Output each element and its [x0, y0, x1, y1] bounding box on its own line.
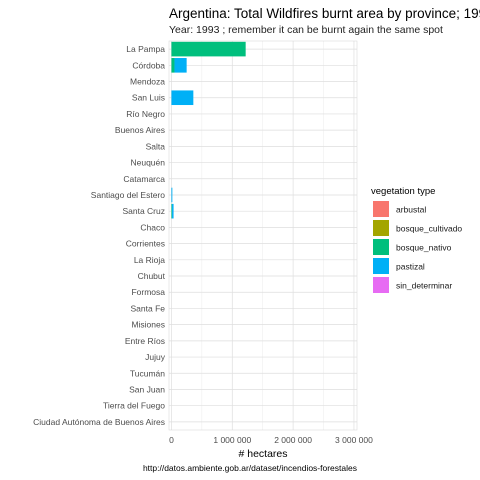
y-tick-label: Tierra del Fuego: [103, 401, 165, 411]
legend-swatch: [373, 258, 389, 274]
y-tick-label: Corrientes: [126, 239, 165, 249]
bar-segment: [171, 41, 246, 57]
bar-segment: [172, 203, 174, 219]
y-tick-label: La Pampa: [126, 44, 165, 54]
legend-swatch: [373, 277, 389, 293]
legend-title: vegetation type: [371, 186, 435, 197]
legend: vegetation type arbustal bosque_cultivado…: [371, 186, 462, 293]
plot-border: [168, 40, 358, 431]
legend-items: arbustal bosque_cultivado bosque_nativopas…: [373, 201, 462, 293]
x-axis-title: # hectares: [238, 448, 287, 460]
legend-label: bosque_cultivado: [396, 224, 462, 234]
y-tick-label: Tucumán: [130, 368, 165, 378]
chart-subtitle: Year: 1993 ; remember it can be burnt ag…: [169, 24, 443, 36]
y-tick-label: Salta: [146, 141, 166, 151]
y-tick-label: Chubut: [138, 271, 166, 281]
y-tick-label: Misiones: [131, 320, 165, 330]
y-tick-label: Catamarca: [123, 174, 165, 184]
y-tick-label: La Rioja: [134, 255, 165, 265]
bar-segment: [171, 90, 194, 106]
x-tick-label: 1 000 000: [213, 435, 251, 445]
y-tick-label: Ciudad Autónoma de Buenos Aires: [33, 417, 165, 427]
bar-segment: [171, 58, 175, 73]
bar-segment: [171, 187, 173, 203]
grid-lines: [169, 41, 357, 430]
y-tick-label: Chaco: [140, 222, 165, 232]
plot-panel: [168, 40, 358, 431]
y-tick-label: San Luis: [132, 93, 165, 103]
legend-swatch: [373, 201, 389, 217]
y-tick-label: Jujuy: [145, 352, 166, 362]
x-tick-label: 3 000 000: [335, 435, 373, 445]
legend-label: arbustal: [396, 205, 426, 215]
x-axis-tick-labels: 0 1 000 000 2 000 000 3 000 000: [169, 435, 373, 445]
y-tick-label: San Juan: [129, 384, 165, 394]
legend-swatch: [373, 239, 389, 255]
y-tick-label: Buenos Aires: [115, 125, 165, 135]
y-tick-label: Santiago del Estero: [91, 190, 165, 200]
x-tick-label: 0: [169, 435, 174, 445]
y-axis-tick-labels: La Pampa Córdoba Mendoza San Luis Río Negro B…: [33, 44, 166, 427]
x-tick-label: 2 000 000: [274, 435, 312, 445]
bars: [171, 41, 246, 219]
y-tick-label: Santa Cruz: [122, 206, 165, 216]
y-tick-label: Mendoza: [130, 77, 165, 87]
legend-label: sin_determinar: [396, 281, 452, 291]
legend-swatch: [373, 220, 389, 236]
legend-label: pastizal: [396, 262, 425, 272]
y-tick-label: Neuquén: [130, 158, 165, 168]
chart-title: Argentina: Total Wildfires burnt area by…: [169, 6, 480, 21]
bar-segment: [174, 58, 187, 73]
plot-background: [169, 41, 357, 430]
legend-label: bosque_nativo: [396, 243, 452, 253]
y-tick-label: Córdoba: [132, 60, 165, 70]
y-tick-label: Entre Ríos: [125, 336, 165, 346]
bar-segment: [171, 203, 173, 219]
y-tick-label: Santa Fe: [131, 303, 166, 313]
y-tick-label: Formosa: [131, 287, 165, 297]
y-tick-label: Río Negro: [126, 109, 165, 119]
chart-caption: http://datos.ambiente.gob.ar/dataset/inc…: [143, 463, 357, 473]
